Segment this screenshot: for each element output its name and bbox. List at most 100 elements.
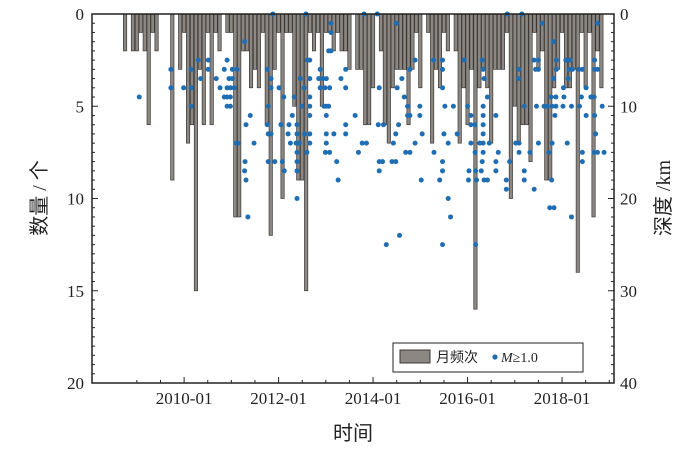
data-point bbox=[396, 122, 402, 128]
bar bbox=[575, 13, 580, 273]
data-point bbox=[287, 140, 293, 146]
points-layer bbox=[136, 11, 607, 248]
data-point bbox=[480, 112, 486, 118]
data-point bbox=[551, 76, 557, 82]
data-point bbox=[553, 66, 559, 72]
bar bbox=[182, 13, 187, 33]
data-point bbox=[198, 76, 204, 82]
bar bbox=[457, 13, 462, 144]
data-point bbox=[534, 103, 540, 109]
bar bbox=[599, 13, 604, 89]
data-point bbox=[242, 168, 248, 174]
bar bbox=[170, 13, 175, 181]
data-point bbox=[227, 85, 233, 91]
legend-point-label: M≥1.0 bbox=[500, 351, 538, 366]
data-point bbox=[401, 94, 407, 100]
data-point bbox=[479, 159, 485, 165]
y-right-tick-label: 20 bbox=[620, 190, 637, 209]
legend-bar-label: 月频次 bbox=[436, 350, 478, 366]
bar bbox=[504, 13, 509, 33]
data-point bbox=[466, 177, 472, 183]
bar bbox=[154, 13, 159, 52]
data-point bbox=[569, 66, 575, 72]
legend-point-label-rest: ≥1.0 bbox=[513, 351, 538, 366]
data-point bbox=[317, 85, 323, 91]
bar bbox=[430, 13, 435, 144]
data-point bbox=[265, 159, 271, 165]
bar bbox=[252, 13, 257, 70]
data-point bbox=[359, 140, 365, 146]
bar bbox=[571, 13, 576, 70]
bar bbox=[414, 13, 419, 33]
data-point bbox=[343, 66, 349, 72]
data-point bbox=[281, 94, 287, 100]
bar bbox=[260, 13, 265, 33]
data-point bbox=[307, 76, 313, 82]
data-point bbox=[399, 76, 405, 82]
data-point bbox=[486, 140, 492, 146]
bar bbox=[445, 13, 450, 52]
bar bbox=[233, 13, 238, 218]
data-point bbox=[441, 131, 447, 137]
data-point bbox=[405, 103, 411, 109]
data-point bbox=[268, 85, 274, 91]
data-point bbox=[507, 159, 513, 165]
data-point bbox=[419, 131, 425, 137]
data-point bbox=[181, 85, 187, 91]
data-point bbox=[493, 112, 499, 118]
bar bbox=[123, 13, 128, 52]
data-point bbox=[466, 168, 472, 174]
data-point bbox=[294, 196, 300, 201]
data-point bbox=[235, 140, 241, 146]
data-point bbox=[417, 112, 423, 118]
data-point bbox=[440, 159, 446, 165]
data-point bbox=[535, 57, 541, 63]
bar bbox=[193, 13, 198, 292]
data-point bbox=[478, 168, 484, 174]
bar bbox=[323, 13, 328, 33]
data-point bbox=[323, 131, 329, 137]
bar bbox=[355, 13, 360, 70]
bar bbox=[312, 13, 317, 52]
data-point bbox=[323, 112, 329, 118]
data-point bbox=[544, 103, 550, 109]
data-point bbox=[484, 94, 490, 100]
bar bbox=[300, 13, 305, 181]
legend: 月频次 M≥1.0 bbox=[392, 342, 584, 373]
data-point bbox=[592, 112, 598, 118]
data-point bbox=[301, 85, 307, 91]
bar bbox=[485, 13, 490, 89]
bar bbox=[339, 13, 344, 52]
data-point bbox=[229, 76, 235, 82]
data-point bbox=[297, 76, 303, 82]
data-point bbox=[234, 66, 240, 72]
bar bbox=[319, 13, 324, 107]
y-right-tick-label: 30 bbox=[620, 282, 637, 301]
data-point bbox=[481, 76, 487, 82]
data-point bbox=[601, 149, 607, 155]
data-point bbox=[548, 94, 554, 100]
data-point bbox=[322, 85, 328, 91]
bar bbox=[343, 13, 348, 52]
data-point bbox=[440, 85, 446, 91]
bar bbox=[579, 13, 584, 33]
data-point bbox=[327, 149, 333, 155]
bar bbox=[497, 13, 502, 70]
data-point bbox=[343, 122, 349, 128]
bar bbox=[453, 13, 458, 52]
bar bbox=[178, 13, 183, 70]
data-point bbox=[407, 66, 413, 72]
bar bbox=[186, 13, 191, 144]
data-point bbox=[437, 177, 443, 183]
data-point bbox=[560, 103, 566, 109]
data-point bbox=[294, 168, 300, 174]
bar bbox=[205, 13, 210, 33]
data-point bbox=[592, 57, 598, 63]
data-point bbox=[363, 140, 369, 146]
y-right-label: 深度 /km bbox=[652, 160, 675, 237]
data-point bbox=[579, 66, 585, 72]
data-point bbox=[551, 39, 557, 45]
data-point bbox=[316, 76, 322, 82]
data-point bbox=[227, 94, 233, 100]
data-point bbox=[521, 177, 527, 183]
